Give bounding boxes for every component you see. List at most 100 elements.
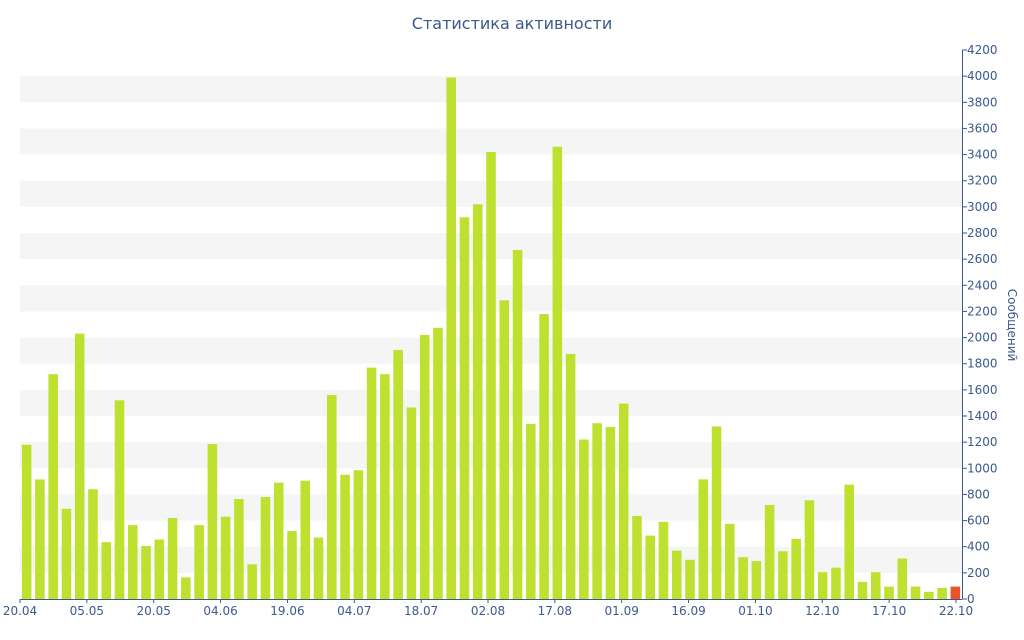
bar bbox=[645, 535, 655, 599]
y-tick-label: 1800 bbox=[967, 357, 998, 371]
bar bbox=[446, 77, 456, 599]
axes: 0 200 400 600 800 1000 1200 1400 1600 1800 2000 220… bbox=[3, 43, 998, 618]
bar bbox=[74, 333, 85, 599]
bar bbox=[791, 538, 801, 599]
bar bbox=[88, 489, 98, 599]
x-tick-label: 01.09 bbox=[605, 604, 639, 618]
x-tick-label: 17.08 bbox=[538, 604, 572, 618]
bar bbox=[565, 353, 576, 599]
y-tick-label: 2400 bbox=[967, 278, 998, 292]
bar bbox=[380, 374, 390, 599]
bar bbox=[552, 146, 563, 599]
y-tick-label: 1000 bbox=[967, 461, 998, 475]
bar bbox=[897, 558, 908, 599]
x-tick-label: 01.10 bbox=[738, 604, 772, 618]
bar bbox=[48, 374, 58, 599]
bar bbox=[658, 521, 669, 599]
bar bbox=[751, 561, 762, 599]
x-tick-label: 04.06 bbox=[203, 604, 237, 618]
bar bbox=[207, 444, 218, 599]
bar bbox=[831, 567, 841, 599]
y-tick-label: 0 bbox=[967, 592, 975, 606]
bar bbox=[632, 515, 642, 599]
bar bbox=[61, 508, 72, 599]
bar bbox=[778, 551, 788, 599]
y-tick-label: 1400 bbox=[967, 409, 998, 423]
bar bbox=[924, 591, 934, 599]
bar bbox=[605, 427, 616, 599]
bar bbox=[857, 582, 868, 599]
y-tick-label: 1200 bbox=[967, 435, 998, 449]
bar bbox=[725, 523, 735, 599]
y-tick-label: 2800 bbox=[967, 226, 998, 240]
x-tick-label: 17.10 bbox=[872, 604, 906, 618]
bar bbox=[393, 349, 403, 599]
bar bbox=[685, 559, 695, 599]
bar bbox=[671, 550, 682, 599]
bar bbox=[698, 479, 709, 599]
bar bbox=[300, 480, 311, 599]
bar bbox=[433, 327, 443, 599]
y-tick-label: 200 bbox=[967, 566, 990, 580]
grid-band bbox=[20, 76, 962, 103]
bar bbox=[35, 479, 45, 599]
bar bbox=[937, 587, 947, 599]
bar bbox=[260, 497, 271, 599]
bar bbox=[764, 504, 775, 599]
y-tick-label: 4200 bbox=[967, 43, 998, 57]
bar bbox=[950, 586, 961, 599]
bar bbox=[101, 542, 112, 599]
bar bbox=[618, 403, 629, 599]
bar bbox=[167, 517, 178, 599]
y-tick-label: 3800 bbox=[967, 95, 998, 109]
y-tick-label: 3400 bbox=[967, 148, 998, 162]
bar bbox=[526, 423, 536, 599]
y-tick-label: 2200 bbox=[967, 304, 998, 318]
bar bbox=[844, 484, 855, 599]
x-tick-label: 22.10 bbox=[939, 604, 973, 618]
bar bbox=[870, 572, 881, 599]
bars bbox=[21, 77, 961, 600]
x-tick-label: 12.10 bbox=[805, 604, 839, 618]
bar bbox=[273, 482, 284, 599]
x-tick-label: 16.09 bbox=[671, 604, 705, 618]
bar bbox=[366, 367, 377, 599]
bar bbox=[406, 407, 417, 599]
y-tick-label: 4000 bbox=[967, 69, 998, 83]
x-tick-label: 04.07 bbox=[337, 604, 371, 618]
bar bbox=[512, 249, 523, 599]
bar bbox=[154, 539, 165, 599]
bar bbox=[817, 572, 828, 599]
bar bbox=[884, 586, 894, 599]
bar bbox=[459, 217, 470, 600]
y-axis-label: Сообщений bbox=[1005, 289, 1019, 362]
y-tick-label: 2600 bbox=[967, 252, 998, 266]
x-tick-label: 19.06 bbox=[270, 604, 304, 618]
x-tick-label: 05.05 bbox=[70, 604, 104, 618]
bar bbox=[114, 400, 125, 599]
x-tick-label: 20.04 bbox=[3, 604, 37, 618]
x-tick-label: 20.05 bbox=[137, 604, 171, 618]
bar bbox=[486, 151, 496, 599]
bar bbox=[181, 577, 191, 599]
bar bbox=[499, 300, 510, 599]
grid-band bbox=[20, 128, 962, 155]
bar bbox=[738, 557, 748, 599]
y-tick-label: 800 bbox=[967, 487, 990, 501]
bar bbox=[21, 444, 32, 599]
bar bbox=[141, 546, 151, 599]
bar bbox=[539, 314, 549, 599]
bar bbox=[804, 500, 815, 599]
bar bbox=[247, 564, 257, 599]
bar bbox=[579, 439, 589, 599]
x-tick-label: 18.07 bbox=[404, 604, 438, 618]
x-tick-label: 02.08 bbox=[471, 604, 505, 618]
bar bbox=[287, 531, 297, 599]
bar bbox=[313, 537, 324, 599]
bar bbox=[419, 334, 430, 599]
y-tick-label: 400 bbox=[967, 540, 990, 554]
bar bbox=[711, 426, 722, 599]
bar bbox=[127, 525, 138, 599]
